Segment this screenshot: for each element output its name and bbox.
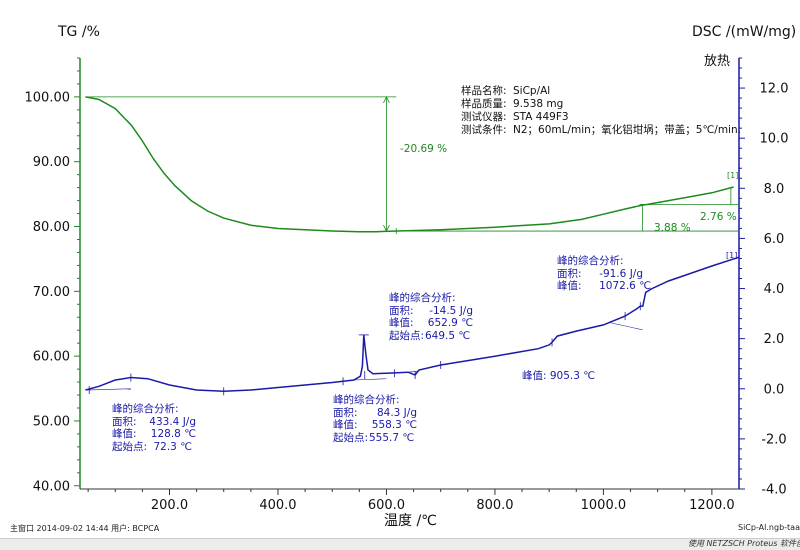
sample-info-row: 样品名称: SiCp/Al bbox=[461, 85, 741, 98]
right-axis-sublabel: 放热 bbox=[704, 54, 731, 69]
right-y-tick-label: 10.0 bbox=[760, 132, 789, 147]
right-axis-title: DSC /(mW/mg) bbox=[692, 24, 797, 40]
peak-temp-value: 558.3 ℃ bbox=[371, 419, 417, 431]
peak-temp-value: 652.9 ℃ bbox=[427, 317, 473, 329]
x-tick-label: 1000.0 bbox=[581, 498, 627, 513]
right-y-tick-label: 2.0 bbox=[764, 332, 785, 347]
peak-onset-key: 起始点: bbox=[389, 329, 425, 342]
sample-info-value: N2；60mL/min；氧化铝坩埚；带盖；5℃/min. bbox=[513, 124, 741, 136]
x-tick-label: 1200.0 bbox=[689, 498, 735, 513]
peak-onset-value: 649.5 ℃ bbox=[425, 329, 471, 342]
dsc-peak-905-label: 峰值: 905.3 ℃ bbox=[522, 370, 596, 382]
sample-info-value: STA 449F3 bbox=[513, 111, 569, 123]
dsc-baseline-segment bbox=[85, 388, 131, 391]
x-tick-label: 600.0 bbox=[368, 498, 405, 513]
dsc-curve-end-tag: [1] bbox=[726, 251, 738, 260]
tg-gain-label-1: 3.88 % bbox=[654, 222, 691, 234]
peak-analysis-652: 峰的综合分析: 面积: -14.5 J/g 峰值: 652.9 ℃ 起始点:649.… bbox=[389, 292, 473, 342]
peak-area-value: 433.4 J/g bbox=[149, 415, 196, 428]
peak-onset-key: 起始点: bbox=[112, 440, 148, 453]
peak-temp-key: 峰值: bbox=[389, 317, 414, 329]
tg-loss-arrow-head bbox=[383, 95, 390, 104]
sample-info-value: SiCp/Al bbox=[513, 85, 551, 97]
x-axis-title: 温度 /℃ bbox=[384, 513, 437, 529]
sample-info-key: 测试仪器: bbox=[461, 111, 507, 123]
peak-analysis-title: 峰的综合分析: bbox=[112, 403, 179, 415]
x-tick-label: 200.0 bbox=[151, 498, 188, 513]
tg-curve-end-tag: [1] bbox=[727, 171, 739, 180]
peak-analysis-title: 峰的综合分析: bbox=[557, 255, 624, 267]
peak-area-value: -91.6 J/g bbox=[599, 267, 643, 280]
sample-info-key: 测试条件: bbox=[461, 124, 507, 136]
right-y-tick-label: -2.0 bbox=[761, 432, 786, 447]
footer-left: 主窗口 2014-09-02 14:44 用户: BCPCA bbox=[10, 524, 160, 533]
peak-area-key: 面积: bbox=[557, 267, 582, 280]
peak-temp-value: 1072.6 ℃ bbox=[599, 280, 651, 292]
left-y-tick-label: 90.00 bbox=[33, 155, 70, 170]
right-y-tick-label: 8.0 bbox=[764, 182, 785, 197]
axes-layer: 40.00 50.00 60.00 70.00 80.00 90.00 100.00 -4.0… bbox=[25, 57, 789, 513]
sample-info-block: 样品名称: SiCp/Al 样品质量: 9.538 mg 测试仪器: STA 449F… bbox=[461, 85, 741, 137]
right-y-tick-label: -4.0 bbox=[761, 483, 786, 498]
sample-info-key: 样品质量: bbox=[461, 98, 507, 110]
peak-area-key: 面积: bbox=[333, 406, 358, 419]
peak-temp-key: 峰值: bbox=[112, 428, 137, 440]
footer-credit: 使用 NETZSCH Proteus 软件创建 bbox=[688, 539, 800, 548]
footer-bar bbox=[0, 538, 800, 550]
tg-series-line bbox=[85, 96, 734, 233]
peak-onset-value: 72.3 ℃ bbox=[153, 440, 192, 453]
right-y-tick-label: 6.0 bbox=[764, 232, 785, 247]
dsc-peak-leader-line bbox=[608, 322, 643, 331]
series-layer bbox=[85, 96, 740, 393]
peak-area-key: 面积: bbox=[112, 415, 137, 428]
tg-loss-label: -20.69 % bbox=[400, 143, 448, 155]
right-y-tick-label: 4.0 bbox=[764, 282, 785, 297]
peak-analysis-title: 峰的综合分析: bbox=[389, 292, 456, 304]
left-y-tick-label: 40.00 bbox=[33, 479, 70, 494]
footer-right: SiCp-Al.ngb-taa bbox=[738, 523, 800, 532]
dsc-baseline-segment bbox=[353, 378, 387, 381]
left-y-tick-label: 50.00 bbox=[33, 414, 70, 429]
peak-temp-key: 峰值: bbox=[333, 419, 358, 431]
peak-area-value: 84.3 J/g bbox=[376, 406, 417, 419]
right-y-tick-label: 12.0 bbox=[760, 82, 789, 97]
peak-temp-key: 峰值: bbox=[557, 280, 582, 292]
sample-info-row: 测试仪器: STA 449F3 bbox=[461, 111, 741, 124]
peak-analysis-1072: 峰的综合分析: 面积: -91.6 J/g 峰值: 1072.6 ℃ bbox=[557, 255, 651, 293]
left-y-tick-label: 70.00 bbox=[33, 285, 70, 300]
peak-analysis-128: 峰的综合分析: 面积: 433.4 J/g 峰值: 128.8 ℃ 起始点: 72.3… bbox=[112, 403, 196, 453]
left-y-tick-label: 60.00 bbox=[33, 350, 70, 365]
tg-gain-label-2: 2.76 % bbox=[700, 211, 737, 223]
x-tick-label: 400.0 bbox=[259, 498, 296, 513]
left-y-tick-label: 80.00 bbox=[33, 220, 70, 235]
peak-area-key: 面积: bbox=[389, 304, 414, 317]
sample-info-value: 9.538 mg bbox=[513, 98, 564, 110]
peak-temp-value: 128.8 ℃ bbox=[150, 428, 196, 440]
left-axis-title: TG /% bbox=[58, 24, 100, 40]
sample-info-key: 样品名称: bbox=[461, 85, 507, 97]
peak-onset-value: 555.7 ℃ bbox=[369, 431, 415, 444]
left-y-tick-label: 100.00 bbox=[25, 90, 71, 105]
marks-layer bbox=[85, 95, 739, 396]
x-tick-label: 800.0 bbox=[476, 498, 513, 513]
peak-area-value: -14.5 J/g bbox=[429, 304, 473, 317]
peak-analysis-558: 峰的综合分析: 面积: 84.3 J/g 峰值: 558.3 ℃ 起始点:555.7… bbox=[333, 394, 417, 444]
sample-info-row: 测试条件: N2；60mL/min；氧化铝坩埚；带盖；5℃/min. bbox=[461, 124, 741, 137]
dsc-series-line bbox=[85, 256, 740, 393]
peak-onset-key: 起始点: bbox=[333, 431, 369, 444]
right-y-tick-label: 0.0 bbox=[764, 382, 785, 397]
sample-info-row: 样品质量: 9.538 mg bbox=[461, 98, 741, 111]
peak-analysis-title: 峰的综合分析: bbox=[333, 394, 400, 406]
